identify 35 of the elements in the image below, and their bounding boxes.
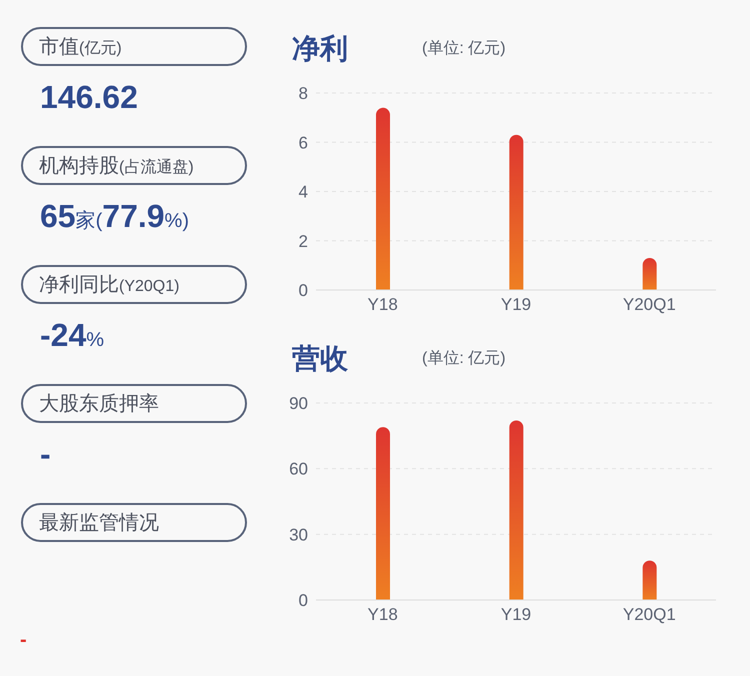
text: 146.62 [40, 79, 138, 115]
chart-subtitle: (单位: 亿元) [422, 39, 506, 59]
y-tick-label: 6 [298, 133, 308, 152]
chart-title: 营收 [292, 342, 348, 376]
x-tick-label: Y20Q1 [622, 295, 676, 314]
x-tick-label: Y20Q1 [622, 605, 676, 624]
text: - [40, 436, 51, 472]
y-tick-label: 8 [298, 84, 308, 104]
bar [509, 134, 524, 290]
bar [642, 560, 657, 600]
bar [509, 420, 524, 600]
text: - [20, 629, 27, 651]
y-tick-label: 30 [289, 525, 308, 544]
text: -24% [40, 317, 104, 353]
text: 机构持股(占流通盘) [39, 155, 194, 177]
x-tick-label: Y18 [368, 605, 398, 624]
text: 净利同比(Y20Q1) [39, 274, 180, 296]
x-tick-label: Y18 [368, 295, 398, 314]
bar [642, 258, 657, 290]
y-tick-label: 90 [289, 394, 308, 414]
y-tick-label: 2 [298, 232, 308, 251]
x-tick-label: Y19 [500, 295, 532, 314]
text: 大股东质押率 [39, 393, 159, 415]
y-tick-label: 0 [298, 281, 308, 300]
text: 市值(亿元) [39, 36, 122, 58]
bar [376, 427, 390, 600]
x-tick-label: Y19 [500, 605, 532, 624]
text: 最新监管情况 [39, 512, 159, 534]
y-tick-label: 4 [298, 182, 308, 202]
y-tick-label: 60 [289, 460, 308, 479]
y-tick-label: 0 [298, 591, 308, 610]
text: 65家(77.9%) [40, 198, 189, 234]
chart-subtitle: (单位: 亿元) [422, 349, 506, 369]
bar [376, 108, 390, 290]
chart-title: 净利 [292, 32, 348, 66]
